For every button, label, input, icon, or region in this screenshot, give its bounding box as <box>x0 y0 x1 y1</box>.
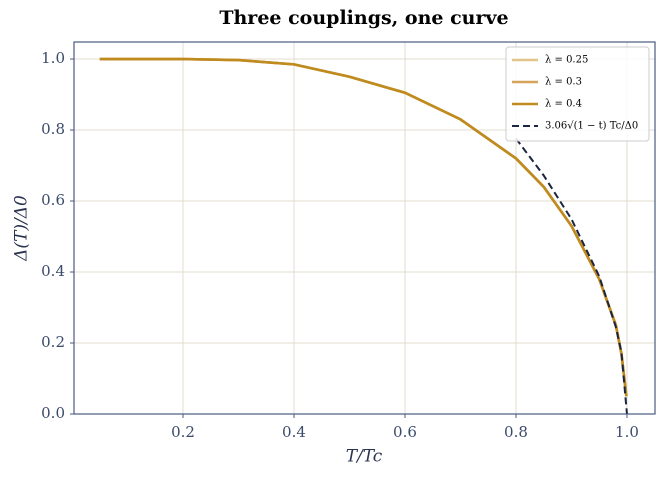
y-tick-label: 1.0 <box>41 49 65 67</box>
y-tick-label: 0.2 <box>41 333 65 351</box>
legend-label: λ = 0.4 <box>545 99 582 110</box>
legend-label: λ = 0.3 <box>545 77 582 88</box>
y-tick-label: 0.0 <box>41 404 65 422</box>
legend-box <box>505 46 650 142</box>
x-tick-label: 0.4 <box>282 423 306 441</box>
x-tick-label: 0.2 <box>171 423 195 441</box>
data-line <box>99 57 628 397</box>
x-tick-label: 0.8 <box>504 423 528 441</box>
x-axis-label: T/Tc <box>346 447 383 467</box>
x-tick-label: 0.6 <box>393 423 417 441</box>
y-tick-label: 0.8 <box>41 120 65 138</box>
chart-title: Three couplings, one curve <box>219 7 508 29</box>
legend-label: 3.06√(1 − t) Tc/Δ0 <box>545 121 638 132</box>
legend-label: λ = 0.25 <box>545 55 588 66</box>
x-tick-label: 1.0 <box>615 423 639 441</box>
y-tick-label: 0.4 <box>41 262 65 280</box>
data-line <box>515 137 628 415</box>
y-tick-label: 0.6 <box>41 191 65 209</box>
plot-frame <box>73 41 656 415</box>
y-axis-label: Δ(T)/Δ0 <box>12 195 32 262</box>
